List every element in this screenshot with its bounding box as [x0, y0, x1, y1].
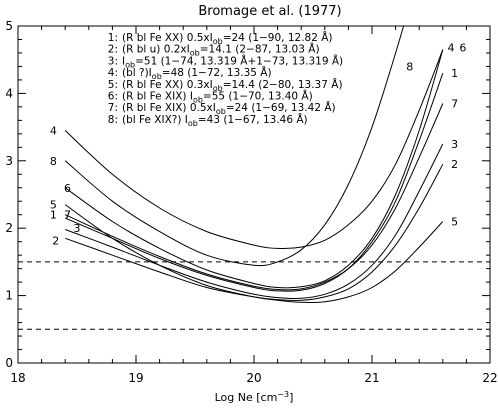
series-line-7	[64, 103, 444, 291]
curve-label: 7	[64, 209, 71, 222]
curve-label: 5	[451, 215, 458, 228]
legend: 1: (R bl Fe XX) 0.5xIob=24 (1−90, 12.82 Å…	[108, 31, 343, 128]
legend-number: 1:	[108, 32, 118, 44]
x-axis-label-text: Log Ne [cm	[215, 391, 278, 404]
y-tick-label: 1	[5, 289, 13, 303]
y-tick-label: 0	[5, 356, 13, 370]
y-tick-label: 3	[5, 154, 13, 168]
x-axis-label: Log Ne [cm−3]	[215, 390, 294, 404]
legend-number: 6:	[108, 91, 118, 103]
curve-label: 8	[406, 60, 413, 73]
x-tick-label: 20	[246, 371, 261, 385]
legend-number: 3:	[108, 55, 118, 67]
curve-label: 6	[64, 182, 71, 195]
curve-label: 3	[451, 138, 458, 151]
legend-number: 7:	[108, 102, 118, 114]
legend-entry: Iob=51 (1−74, 13.319 Å+1−73, 13.319 Å)	[122, 54, 343, 69]
x-axis-label-exponent: −3	[277, 390, 289, 399]
legend-number: 8:	[108, 114, 118, 126]
axis-ticks	[17, 25, 491, 364]
series-group	[64, 26, 444, 303]
curve-label: 2	[451, 158, 458, 171]
y-tick-label: 2	[5, 221, 13, 235]
curve-label: 2	[52, 234, 59, 247]
legend-entry: (R bl u) 0.2xIob=14.1 (2−87, 13.03 Å)	[122, 43, 320, 58]
legend-entry: (R bl Fe XIX) Iob=55 (1−70, 13.40 Å)	[122, 90, 313, 105]
series-line-6	[64, 49, 444, 289]
legend-entry: (bl Fe XIX?) Iob=43 (1−67, 13.46 Å)	[122, 113, 308, 128]
curve-label: 4	[50, 124, 57, 137]
x-tick-label: 19	[128, 371, 143, 385]
curve-label: 1	[451, 67, 458, 80]
x-axis-label-end: ]	[289, 391, 293, 404]
series-line-4	[64, 49, 444, 250]
curve-label: 4	[448, 42, 455, 55]
curve-label: 7	[451, 98, 458, 111]
curve-label: 3	[74, 222, 81, 235]
y-tick-label: 5	[5, 19, 13, 33]
x-tick-label: 18	[10, 371, 25, 385]
curve-label: 1	[50, 209, 57, 222]
reference-lines	[18, 261, 490, 330]
legend-entry: (bl ?)Iob=48 (1−72, 13.35 Å)	[122, 66, 272, 81]
series-line-3	[65, 143, 444, 300]
legend-number: 4:	[108, 67, 118, 79]
series-line-1	[65, 73, 444, 292]
y-tick-label: 4	[5, 86, 13, 100]
series-line-8	[64, 26, 405, 267]
legend-number: 2:	[108, 44, 118, 56]
chart-title: Bromage et al. (1977)	[198, 4, 341, 19]
legend-entry: (R bl Fe XX) 0.3xIob=14.4 (2−80, 13.37 Å…	[122, 78, 343, 93]
series-line-2	[65, 163, 444, 301]
x-tick-label: 21	[364, 371, 379, 385]
curve-label: 5	[50, 199, 57, 212]
series-line-5	[64, 204, 444, 303]
legend-entry: (R bl Fe XX) 0.5xIob=24 (1−90, 12.82 Å)	[122, 31, 333, 46]
curve-label: 6	[459, 42, 466, 55]
legend-number: 5:	[108, 79, 118, 91]
legend-entry: (R bl Fe XIX) 0.5xIob=24 (1−69, 13.42 Å)	[122, 101, 336, 116]
curve-label: 8	[50, 155, 57, 168]
x-tick-label: 22	[482, 371, 497, 385]
